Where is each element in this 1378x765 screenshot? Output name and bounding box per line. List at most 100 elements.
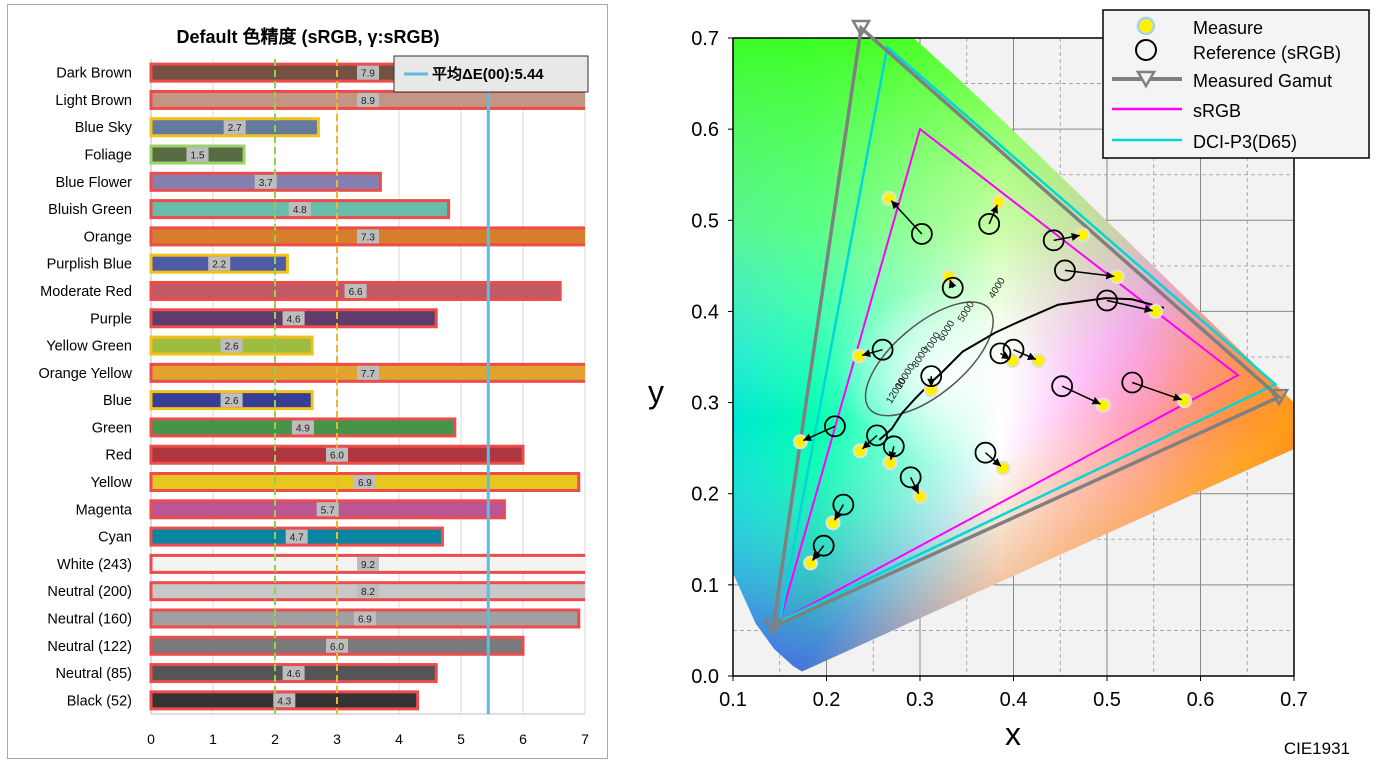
data-label: 6.9 <box>358 614 372 625</box>
data-label: 1.5 <box>191 151 205 162</box>
reference-point <box>978 213 1001 235</box>
data-label-bg <box>273 693 296 708</box>
shift-arrowhead <box>891 200 900 210</box>
data-label-bg <box>357 92 379 107</box>
data-label-bg <box>326 447 348 462</box>
data-label-bg <box>316 502 339 517</box>
data-label: 6.6 <box>349 287 363 298</box>
reference-point <box>1042 229 1065 252</box>
shift-arrowhead <box>862 349 871 358</box>
legend-reference-marker <box>1135 39 1157 61</box>
reference-point <box>866 424 888 447</box>
measured-point <box>1031 353 1047 369</box>
locus-white-point <box>838 285 1059 466</box>
category-label: Bluish Green <box>48 202 132 218</box>
x-tick-label: 0 <box>147 731 155 747</box>
shift-arrow <box>1131 381 1183 401</box>
shift-arrowhead <box>1071 232 1080 241</box>
x-tick-label: 5 <box>457 731 465 747</box>
category-label: Neutral (200) <box>47 584 132 600</box>
reference-point <box>832 493 855 516</box>
cie-caption: CIE1931 <box>1284 739 1350 758</box>
reference-point <box>899 466 922 489</box>
reference-point <box>812 534 835 557</box>
dcip3-triangle <box>778 44 1278 624</box>
data-label-bg <box>282 311 305 326</box>
data-label: 6.9 <box>358 478 372 489</box>
measured-point <box>1095 397 1111 413</box>
reference-point <box>1051 375 1074 398</box>
data-label-bg <box>353 611 376 626</box>
data-label-bg <box>357 229 379 244</box>
shift-arrowhead <box>911 484 919 494</box>
data-label: 4.9 <box>296 423 310 434</box>
data-label-bg <box>326 638 348 653</box>
data-label-bg <box>357 65 379 80</box>
y-tick-label: 0.6 <box>691 119 719 141</box>
data-label: 6.0 <box>330 451 344 462</box>
x-tick-label: 1 <box>209 731 217 747</box>
average-legend-label: 平均ΔE(00):5.44 <box>432 65 544 83</box>
shift-arrowhead <box>862 440 871 449</box>
bar-chart-title: Default 色精度 (sRGB, γ:sRGB) <box>176 26 439 47</box>
measured-point <box>991 194 1007 210</box>
measured-point <box>1075 227 1091 243</box>
data-label-bg <box>285 529 308 544</box>
data-label-bg <box>220 338 243 353</box>
measured-point <box>882 455 898 471</box>
x-tick-label: 0.7 <box>1280 689 1308 711</box>
reference-point <box>824 415 846 438</box>
category-label: Neutral (122) <box>47 639 132 655</box>
shift-arrowhead <box>1172 393 1182 401</box>
measured-point <box>1177 393 1193 409</box>
reference-point <box>1054 259 1076 282</box>
data-label: 4.8 <box>293 205 307 216</box>
legend-entry: sRGB <box>1193 101 1241 121</box>
reference-point <box>941 276 964 299</box>
reference-point <box>882 435 905 458</box>
legend-entry: Measure <box>1193 18 1263 38</box>
reference-point <box>1121 371 1144 394</box>
x-tick-label: 2 <box>271 731 279 747</box>
x-tick-label: 0.6 <box>1187 689 1215 711</box>
data-label: 9.2 <box>361 560 375 571</box>
reference-point <box>989 342 1012 365</box>
reference-point <box>871 338 894 361</box>
data-label-bg <box>288 202 311 217</box>
category-label: Purplish Blue <box>47 257 132 273</box>
shift-arrow <box>1064 269 1115 278</box>
x-tick-label: 3 <box>333 731 341 747</box>
category-label: Foliage <box>84 148 132 164</box>
x-tick-label: 0.3 <box>906 689 934 711</box>
category-label: Yellow Green <box>46 339 132 355</box>
data-label-bg <box>254 174 277 189</box>
shift-arrowhead <box>888 451 897 460</box>
data-label: 2.2 <box>212 260 226 271</box>
data-label-bg <box>282 666 305 681</box>
x-tick-label: 0.1 <box>719 689 747 711</box>
legend-entry: DCI-P3(D65) <box>1193 132 1297 152</box>
measured-point <box>792 434 808 450</box>
shift-arrowhead <box>803 433 812 441</box>
data-label: 3.7 <box>259 178 273 189</box>
data-label: 2.6 <box>225 342 239 353</box>
category-label: Orange <box>84 229 132 245</box>
data-label: 6.0 <box>330 642 344 653</box>
y-tick-label: 0.2 <box>691 484 719 506</box>
data-label: 5.7 <box>321 505 335 516</box>
category-label: Magenta <box>76 502 133 518</box>
reference-point <box>1096 289 1118 312</box>
data-label-bg <box>357 584 379 599</box>
gamut-vertex-marker <box>1268 388 1290 407</box>
x-tick-label: 6 <box>519 731 527 747</box>
shift-arrowhead <box>812 551 821 561</box>
category-label: Neutral (160) <box>47 611 132 627</box>
y-tick-label: 0.0 <box>691 666 719 688</box>
measured-gamut-triangle <box>771 24 1283 630</box>
reference-point <box>910 223 933 245</box>
y-tick-label: 0.4 <box>691 301 719 323</box>
data-label-bg <box>223 120 246 135</box>
category-label: Light Brown <box>55 93 132 109</box>
x-tick-label: 0.5 <box>1093 689 1121 711</box>
data-label: 8.2 <box>361 587 375 598</box>
